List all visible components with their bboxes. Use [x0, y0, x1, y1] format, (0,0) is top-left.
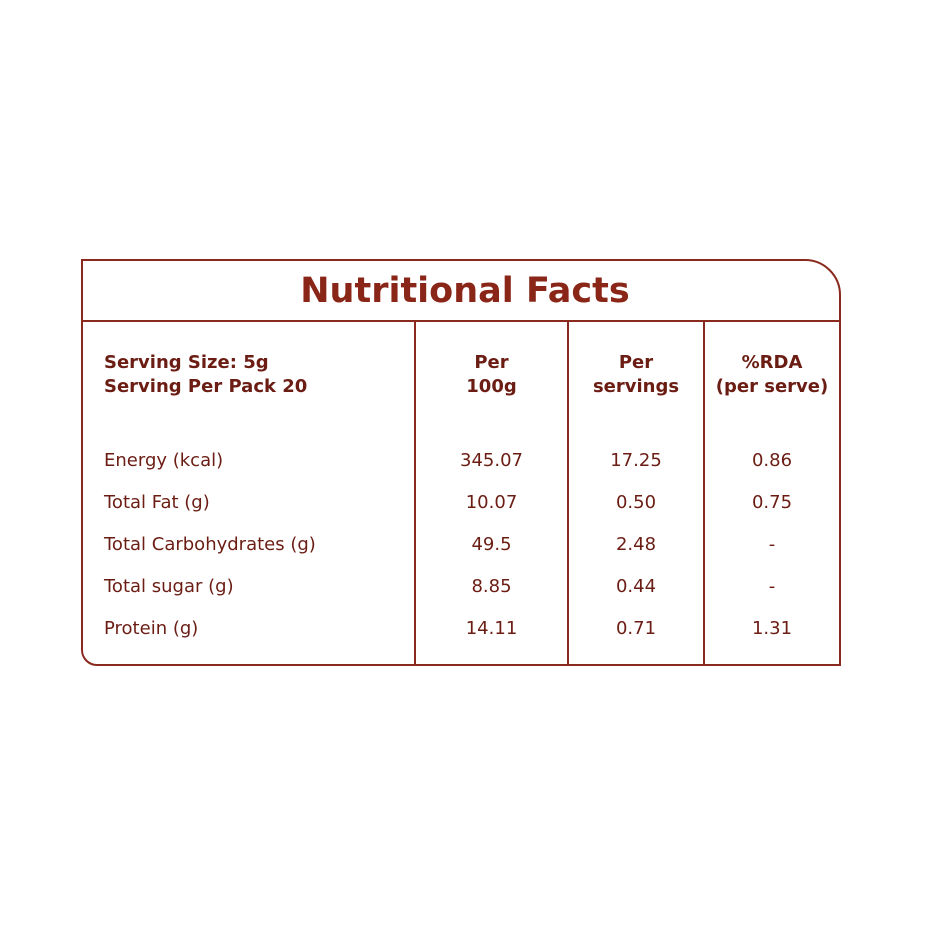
nutrient-value: 14.11: [466, 618, 518, 639]
nutrient-value: 2.48: [616, 534, 656, 555]
header-cell: Serving Per Pack 20: [104, 376, 307, 397]
header-cell: (per serve): [716, 376, 828, 397]
header-cell: 100g: [466, 376, 516, 397]
nutrient-label: Energy (kcal): [104, 450, 223, 471]
nutrient-label: Protein (g): [104, 618, 198, 639]
nutrient-value: 8.85: [471, 576, 511, 597]
header-cell: %RDA: [742, 352, 803, 373]
header-cell: servings: [593, 376, 679, 397]
nutrient-value: 0.75: [752, 492, 792, 513]
nutrient-value: -: [769, 534, 776, 555]
header-cell: Per: [474, 352, 508, 373]
nutrient-value: 0.50: [616, 492, 656, 513]
nutrient-value: 1.31: [752, 618, 792, 639]
nutrient-label: Total Carbohydrates (g): [103, 534, 316, 555]
table-border: [81, 259, 841, 666]
nutrient-value: -: [769, 576, 776, 597]
header-cell: Per: [619, 352, 653, 373]
nutrient-value: 10.07: [466, 492, 518, 513]
nutrient-label: Total sugar (g): [103, 576, 234, 597]
header-cell: Serving Size: 5g: [104, 352, 269, 373]
nutrient-value: 0.71: [616, 618, 656, 639]
title: Nutritional Facts: [300, 271, 629, 311]
nutrient-label: Total Fat (g): [103, 492, 210, 513]
nutrient-value: 17.25: [610, 450, 662, 471]
nutrient-value: 345.07: [460, 450, 523, 471]
nutrient-value: 0.86: [752, 450, 792, 471]
nutrient-value: 0.44: [616, 576, 656, 597]
nutrient-value: 49.5: [471, 534, 511, 555]
